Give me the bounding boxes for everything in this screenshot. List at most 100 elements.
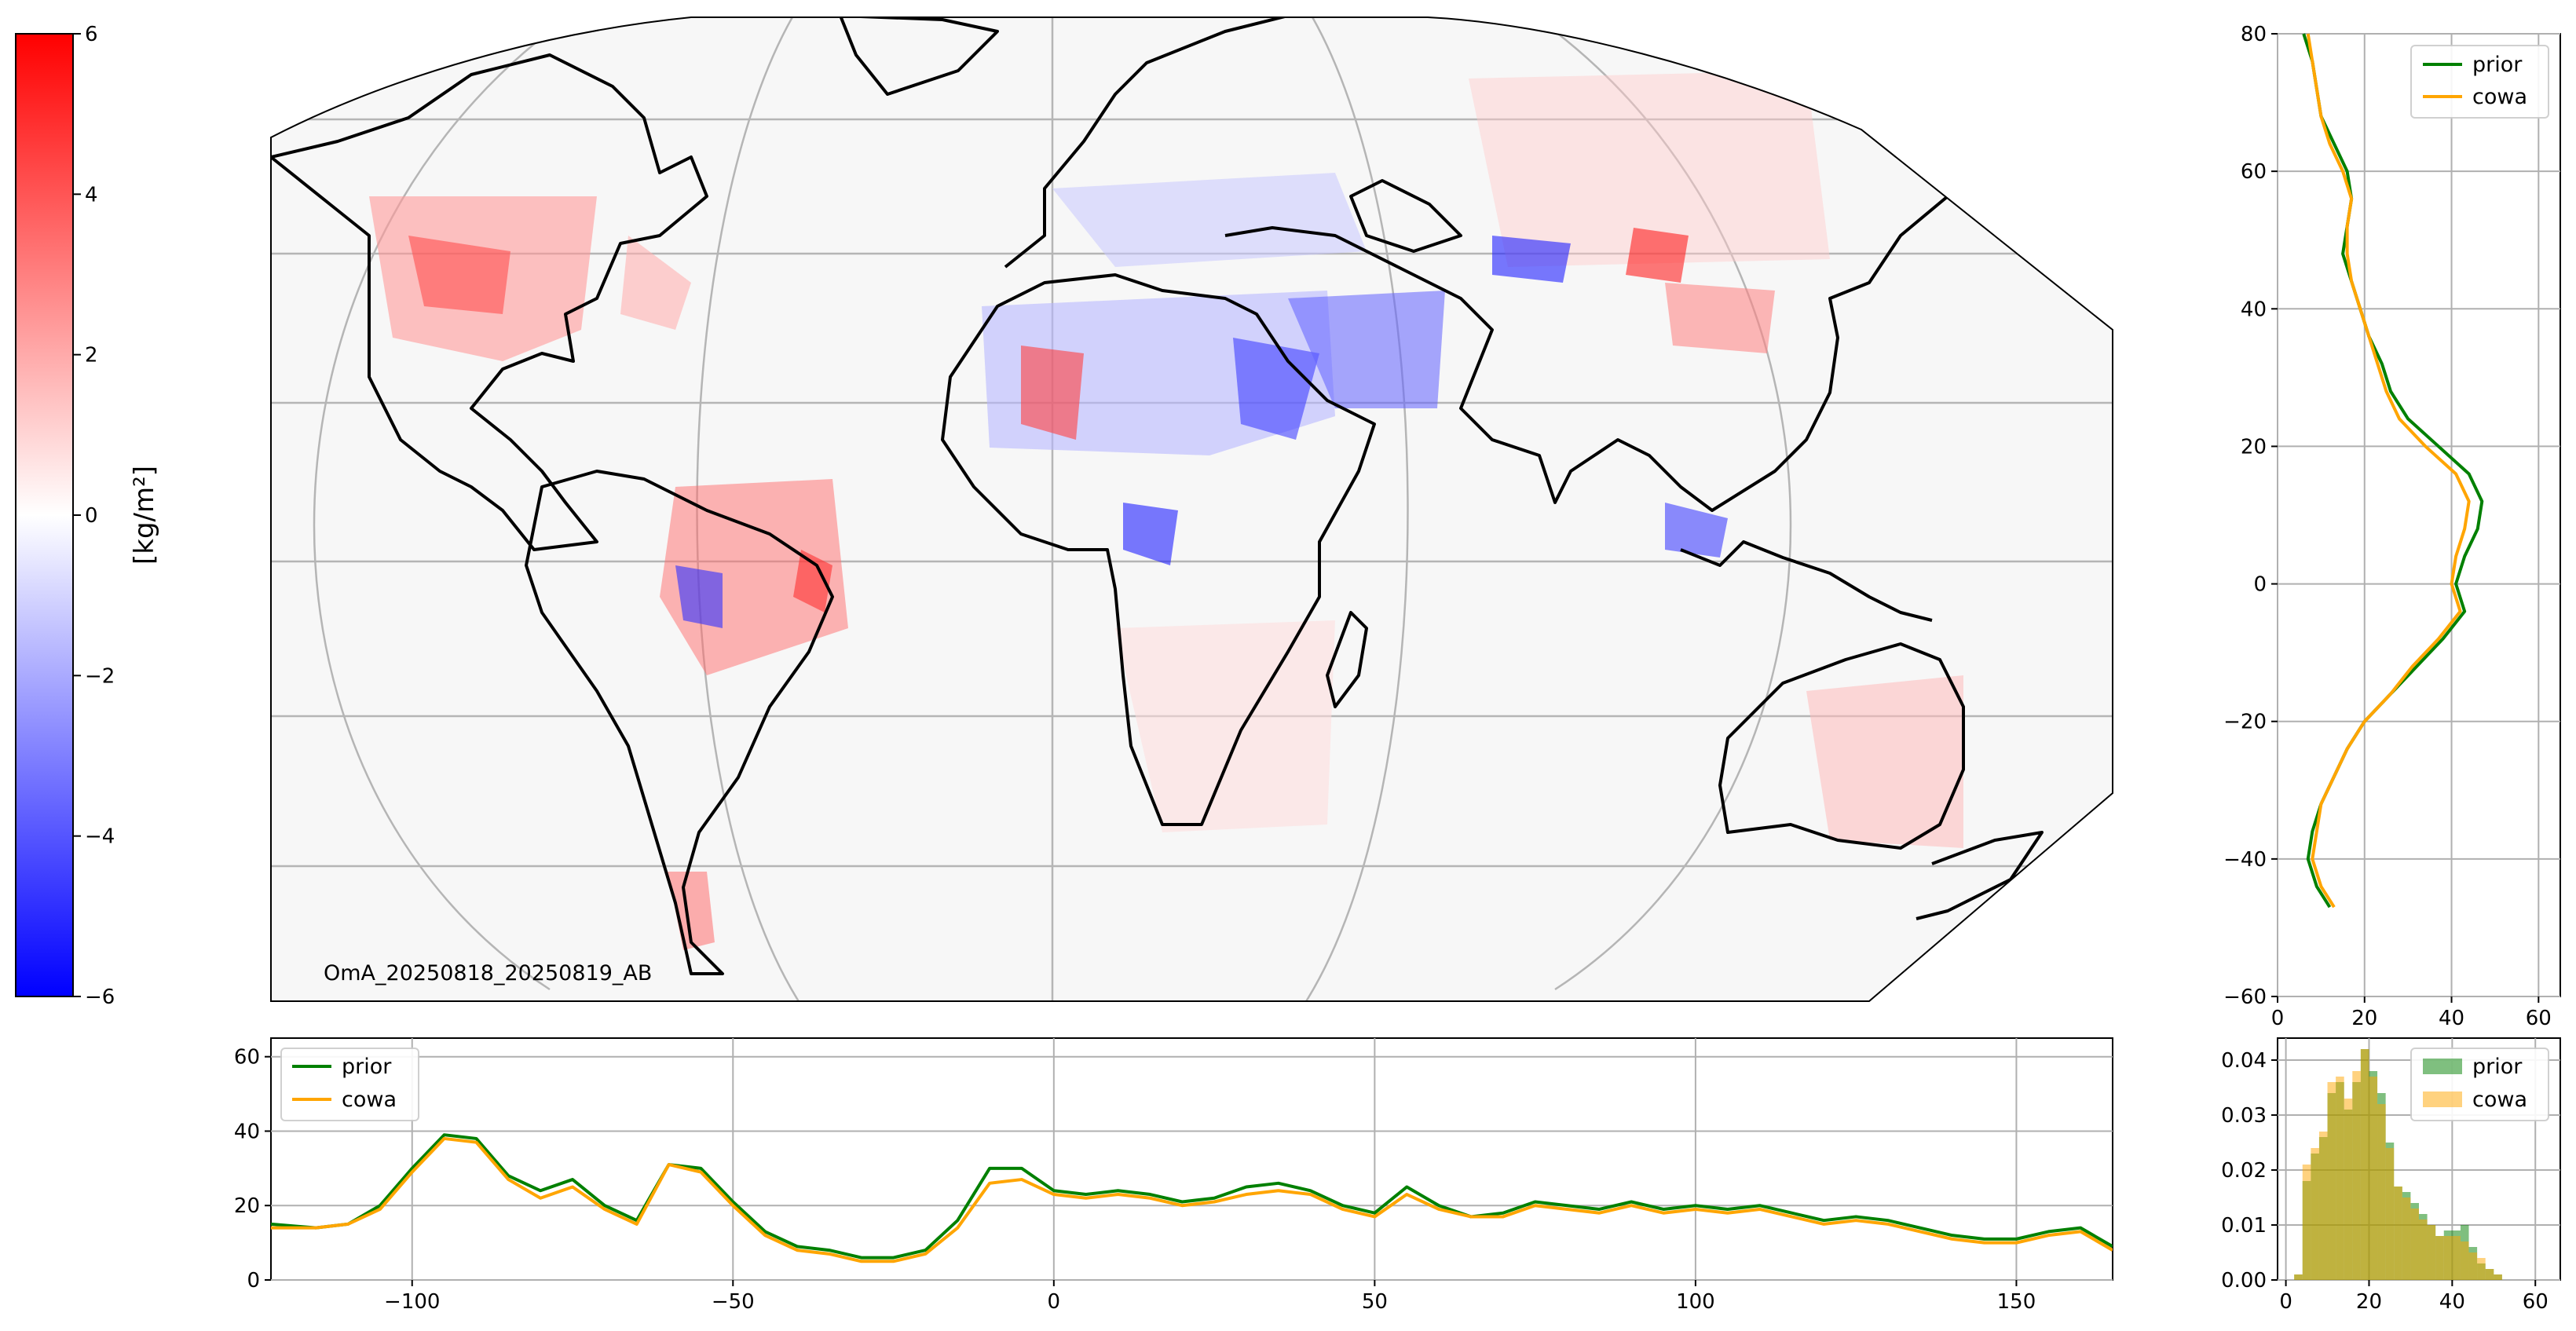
y-tick-label: 0.02 — [2221, 1159, 2267, 1183]
x-tick-label: 20 — [2351, 1007, 2377, 1030]
histogram-bar-cowa — [2419, 1219, 2428, 1280]
histogram-bar-cowa — [2294, 1274, 2303, 1280]
y-tick-label: 0.00 — [2221, 1269, 2267, 1293]
colorbar-gradient — [15, 33, 74, 997]
histogram-bar-cowa — [2360, 1049, 2369, 1280]
colorbar-ticks: 6 4 2 0 −2 −4 −6 — [73, 23, 115, 1009]
map-annotation: OmA_20250818_20250819_AB — [324, 961, 652, 985]
histogram-bar-cowa — [2318, 1132, 2328, 1280]
map-graticule — [271, 17, 2113, 1001]
x-tick-label: 50 — [1362, 1290, 1388, 1314]
colorbar-label: [kg/m²] — [129, 466, 160, 565]
histogram-bar-cowa — [2452, 1236, 2461, 1280]
longitude-profile-ticks: 0 20 40 60 −100 −50 0 50 100 150 — [234, 1046, 2036, 1314]
series-line-prior — [271, 1133, 2113, 1260]
histogram-bar-cowa — [2377, 1104, 2386, 1280]
histogram-bar-cowa — [2336, 1077, 2344, 1280]
x-tick-label: 40 — [2439, 1290, 2465, 1314]
histogram-legend: prior cowa — [2410, 1048, 2549, 1121]
histogram-bar-cowa — [2402, 1198, 2411, 1280]
series-line-cowa — [2306, 33, 2471, 909]
histogram-bar-cowa — [2435, 1236, 2444, 1280]
legend-label-cowa: cowa — [2472, 1088, 2527, 1112]
y-tick-label: 20 — [2241, 435, 2267, 459]
x-tick-label: 40 — [2439, 1007, 2464, 1030]
histogram-bar-cowa — [2394, 1187, 2402, 1280]
histogram-bar-cowa — [2369, 1077, 2378, 1280]
histogram-bar-cowa — [2460, 1241, 2469, 1280]
colorbar-tick-label: 6 — [85, 23, 98, 46]
y-tick-label: −20 — [2223, 711, 2267, 734]
latitude-profile-grid — [2277, 33, 2560, 997]
x-tick-label: 60 — [2526, 1007, 2552, 1030]
y-tick-label: −60 — [2223, 985, 2267, 1009]
histogram-bar-cowa — [2410, 1209, 2419, 1280]
colorbar-tick-label: 4 — [85, 183, 98, 207]
legend-label-prior: prior — [342, 1055, 392, 1079]
y-tick-label: 0.03 — [2221, 1104, 2267, 1128]
y-tick-label: 0.04 — [2221, 1049, 2267, 1073]
legend-label-prior: prior — [2472, 53, 2523, 77]
y-tick-label: 80 — [2241, 23, 2267, 46]
series-line-cowa — [271, 1136, 2113, 1263]
x-tick-label: −50 — [712, 1290, 755, 1314]
histogram-ticks: 0.00 0.01 0.02 0.03 0.04 0 20 40 60 — [2221, 1049, 2549, 1314]
y-tick-label: 40 — [234, 1120, 260, 1143]
colorbar-tick-label: 2 — [85, 344, 98, 367]
histogram-bar-cowa — [2427, 1225, 2436, 1280]
colorbar-tick-label: −4 — [85, 825, 115, 849]
histogram-bar-cowa — [2477, 1258, 2486, 1280]
legend-label-cowa: cowa — [342, 1088, 397, 1112]
y-tick-label: 20 — [234, 1194, 260, 1218]
map-coastlines — [271, 17, 2113, 975]
latitude-profile-frame — [2277, 33, 2561, 997]
map-background — [271, 17, 2113, 1001]
histogram-bar-cowa — [2385, 1148, 2395, 1280]
x-tick-label: 60 — [2523, 1290, 2549, 1314]
x-tick-label: 20 — [2356, 1290, 2382, 1314]
x-tick-label: 0 — [1048, 1290, 1061, 1314]
x-tick-label: 0 — [2279, 1290, 2292, 1314]
x-tick-label: 0 — [2271, 1007, 2285, 1030]
x-tick-label: 100 — [1676, 1290, 1715, 1314]
histogram-bars — [2294, 1049, 2502, 1280]
colorbar-tick-label: 0 — [85, 504, 98, 528]
longitude-profile-frame — [270, 1037, 2113, 1281]
y-tick-label: 40 — [2241, 298, 2267, 321]
map-increment-field — [369, 71, 1963, 950]
longitude-profile-panel: 0 20 40 60 −100 −50 0 50 100 150 prior cowa — [234, 1037, 2113, 1314]
colorbar-tick-label: −6 — [85, 985, 115, 1009]
y-tick-label: 0 — [2253, 573, 2267, 597]
histogram-bar-cowa — [2485, 1269, 2494, 1280]
legend-label-prior: prior — [2472, 1055, 2523, 1079]
histogram-bar-cowa — [2468, 1252, 2478, 1280]
y-tick-label: 60 — [234, 1046, 260, 1070]
legend-label-cowa: cowa — [2472, 85, 2527, 109]
y-tick-label: 60 — [2241, 160, 2267, 184]
colorbar-tick-label: −2 — [85, 664, 115, 688]
histogram-panel: 0.00 0.01 0.02 0.03 0.04 0 20 40 60 prior cowa — [2221, 1037, 2561, 1314]
histogram-bar-cowa — [2327, 1082, 2336, 1280]
y-tick-label: 0.01 — [2221, 1214, 2267, 1238]
map-panel: OmA_20250818_20250819_AB — [270, 16, 2113, 1002]
x-tick-label: −100 — [384, 1290, 440, 1314]
y-tick-label: 0 — [247, 1269, 260, 1293]
longitude-profile-lines — [271, 1133, 2113, 1263]
x-tick-label: 150 — [1997, 1290, 2036, 1314]
histogram-bar-cowa — [2302, 1165, 2311, 1280]
legend-swatch-prior — [2423, 1059, 2462, 1074]
colorbar: 6 4 2 0 −2 −4 −6 [kg/m²] — [15, 23, 160, 1009]
latitude-profile-legend: prior cowa — [2410, 45, 2549, 119]
histogram-bar-cowa — [2311, 1148, 2319, 1280]
histogram-bar-cowa — [2352, 1071, 2361, 1280]
histogram-bar-cowa — [2494, 1274, 2502, 1280]
histogram-bar-cowa — [2344, 1099, 2353, 1280]
latitude-profile-lines — [2302, 33, 2484, 909]
legend-swatch-cowa — [2423, 1091, 2462, 1107]
y-tick-label: −40 — [2223, 848, 2267, 872]
map-outline — [270, 16, 2113, 1002]
longitude-profile-legend: prior cowa — [280, 1048, 419, 1121]
